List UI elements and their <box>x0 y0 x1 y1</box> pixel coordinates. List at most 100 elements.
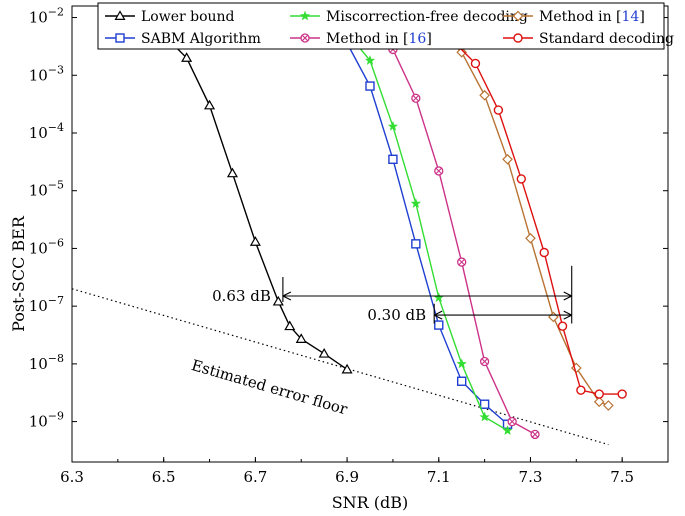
data-point <box>557 321 568 331</box>
legend-label: Lower bound <box>141 9 235 25</box>
data-point <box>479 411 490 422</box>
gap-annotation: 0.63 dB <box>212 287 572 305</box>
x-tick-label: 6.9 <box>335 468 359 486</box>
data-point <box>470 58 481 69</box>
data-point <box>502 425 513 435</box>
y-tick-label: 10−7 <box>29 294 64 315</box>
legend-box <box>97 2 665 50</box>
legend-marker <box>299 10 311 21</box>
y-axis-label: Post-SCC BER <box>9 215 28 332</box>
data-point <box>272 295 284 306</box>
data-point <box>410 198 421 208</box>
tick-layer: 6.3 6.5 6.7 6.9 7.1 7.3 7.5 10−2 10−3 10−4 10−5 10−… <box>29 6 669 486</box>
legend-marker <box>513 33 523 43</box>
data-point <box>434 320 444 330</box>
data-point <box>434 166 444 176</box>
error-floor-line: Estimated error floor <box>71 288 609 446</box>
y-tick-label: 10−2 <box>29 6 64 27</box>
x-tick-label: 7.5 <box>610 468 634 486</box>
data-point <box>181 52 193 62</box>
series-0 <box>112 14 353 374</box>
series-line <box>406 24 623 395</box>
data-point <box>530 429 540 440</box>
arrow-head <box>282 291 292 301</box>
legend-item: Method in [16] <box>290 31 432 47</box>
data-point <box>284 320 296 331</box>
series-1 <box>273 12 513 429</box>
data-point <box>594 389 604 399</box>
data-point <box>479 356 490 367</box>
data-point <box>249 236 261 246</box>
data-point <box>539 247 549 258</box>
x-tick-label: 7.3 <box>519 468 543 486</box>
series-5 <box>401 20 627 399</box>
y-tick-label: 10−5 <box>29 179 64 200</box>
gap-label: 0.30 dB <box>367 306 426 324</box>
arrow-head <box>563 291 572 301</box>
data-point <box>516 174 526 184</box>
series-line <box>383 20 609 407</box>
x-axis-label: SNR (dB) <box>332 493 409 512</box>
legend-marker <box>512 10 524 22</box>
legend-marker <box>115 33 125 43</box>
data-point <box>593 396 605 408</box>
series-4 <box>378 16 614 411</box>
legend-label: Method in [14] <box>539 9 645 25</box>
data-point <box>493 105 504 115</box>
data-point <box>388 154 398 165</box>
data-point <box>364 55 376 65</box>
arrow-head <box>433 310 443 320</box>
y-tick-label: 10−8 <box>29 352 64 373</box>
data-point <box>295 333 307 343</box>
data-point <box>411 93 421 103</box>
legend: Lower bound Miscorrection-free decoding Me… <box>97 2 674 50</box>
data-point <box>457 257 467 267</box>
x-tick-label: 7.1 <box>427 468 451 486</box>
data-point <box>456 46 468 58</box>
data-point <box>617 389 627 399</box>
series-2 <box>296 16 513 435</box>
annotation-layer: 0.63 dB 0.30 dB <box>212 265 573 324</box>
y-tick-label: 10−9 <box>29 410 64 431</box>
data-point <box>456 358 467 369</box>
data-point <box>318 347 330 358</box>
arrow-head <box>563 310 572 320</box>
legend-item: Standard decoding <box>503 31 674 47</box>
gap-annotation: 0.30 dB <box>367 306 572 324</box>
data-point <box>603 400 614 411</box>
legend-item: SABM Algorithm <box>105 31 261 47</box>
series-line <box>278 16 509 425</box>
series-3 <box>351 16 540 440</box>
legend-item: Miscorrection-free decoding <box>290 9 528 25</box>
data-point <box>576 385 586 395</box>
data-point <box>548 311 559 323</box>
data-point <box>502 153 513 165</box>
legend-item: Lower bound <box>105 9 235 25</box>
data-point <box>525 232 536 244</box>
data-point <box>411 239 421 249</box>
legend-label: Standard decoding <box>539 31 674 47</box>
legend-label: SABM Algorithm <box>141 31 261 47</box>
gap-label: 0.63 dB <box>212 287 271 305</box>
error-floor-path <box>71 288 609 446</box>
data-point <box>387 121 399 131</box>
x-tick-label: 6.3 <box>60 468 84 486</box>
legend-item: Method in [14] <box>503 9 645 25</box>
data-point <box>479 399 490 409</box>
y-tick-label: 10−3 <box>29 63 64 84</box>
data-point <box>341 363 353 374</box>
legend-marker <box>114 10 126 20</box>
y-tick-label: 10−4 <box>29 121 64 142</box>
series-line <box>117 19 348 371</box>
x-tick-label: 6.5 <box>152 468 176 486</box>
error-floor-label: Estimated error floor <box>189 356 350 419</box>
legend-label: Method in [16] <box>326 31 432 47</box>
legend-label: Miscorrection-free decoding <box>326 9 528 25</box>
data-point <box>433 292 444 303</box>
data-point <box>365 81 375 91</box>
series-line <box>301 20 508 432</box>
legend-marker <box>300 33 310 43</box>
y-tick-label: 10−6 <box>29 236 64 257</box>
x-tick-label: 6.7 <box>243 468 267 486</box>
